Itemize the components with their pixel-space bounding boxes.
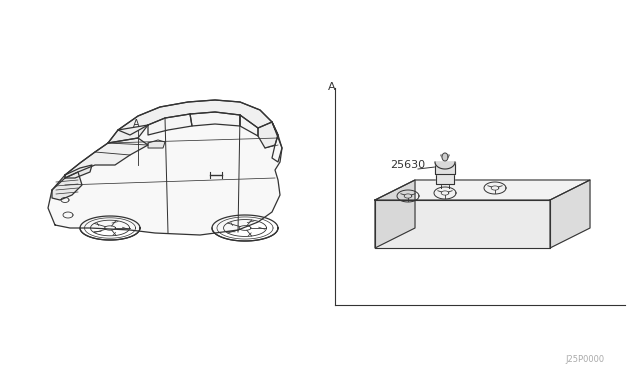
Polygon shape <box>258 122 278 148</box>
Polygon shape <box>375 200 550 248</box>
Polygon shape <box>118 100 272 135</box>
Polygon shape <box>65 165 92 178</box>
Polygon shape <box>48 100 282 235</box>
Text: 25630: 25630 <box>390 160 425 170</box>
Text: A: A <box>328 82 335 92</box>
Polygon shape <box>148 114 192 135</box>
Polygon shape <box>108 125 148 143</box>
Polygon shape <box>436 172 454 184</box>
Polygon shape <box>375 180 590 200</box>
Text: A: A <box>133 119 140 129</box>
Polygon shape <box>435 162 455 174</box>
Polygon shape <box>442 153 448 161</box>
Polygon shape <box>190 112 240 126</box>
Polygon shape <box>375 180 415 248</box>
Polygon shape <box>441 155 449 158</box>
Polygon shape <box>65 138 148 178</box>
Polygon shape <box>435 162 455 169</box>
Polygon shape <box>550 180 590 248</box>
Text: J25P0000: J25P0000 <box>565 355 604 364</box>
Polygon shape <box>52 172 82 200</box>
Polygon shape <box>240 115 258 136</box>
Polygon shape <box>148 140 165 148</box>
